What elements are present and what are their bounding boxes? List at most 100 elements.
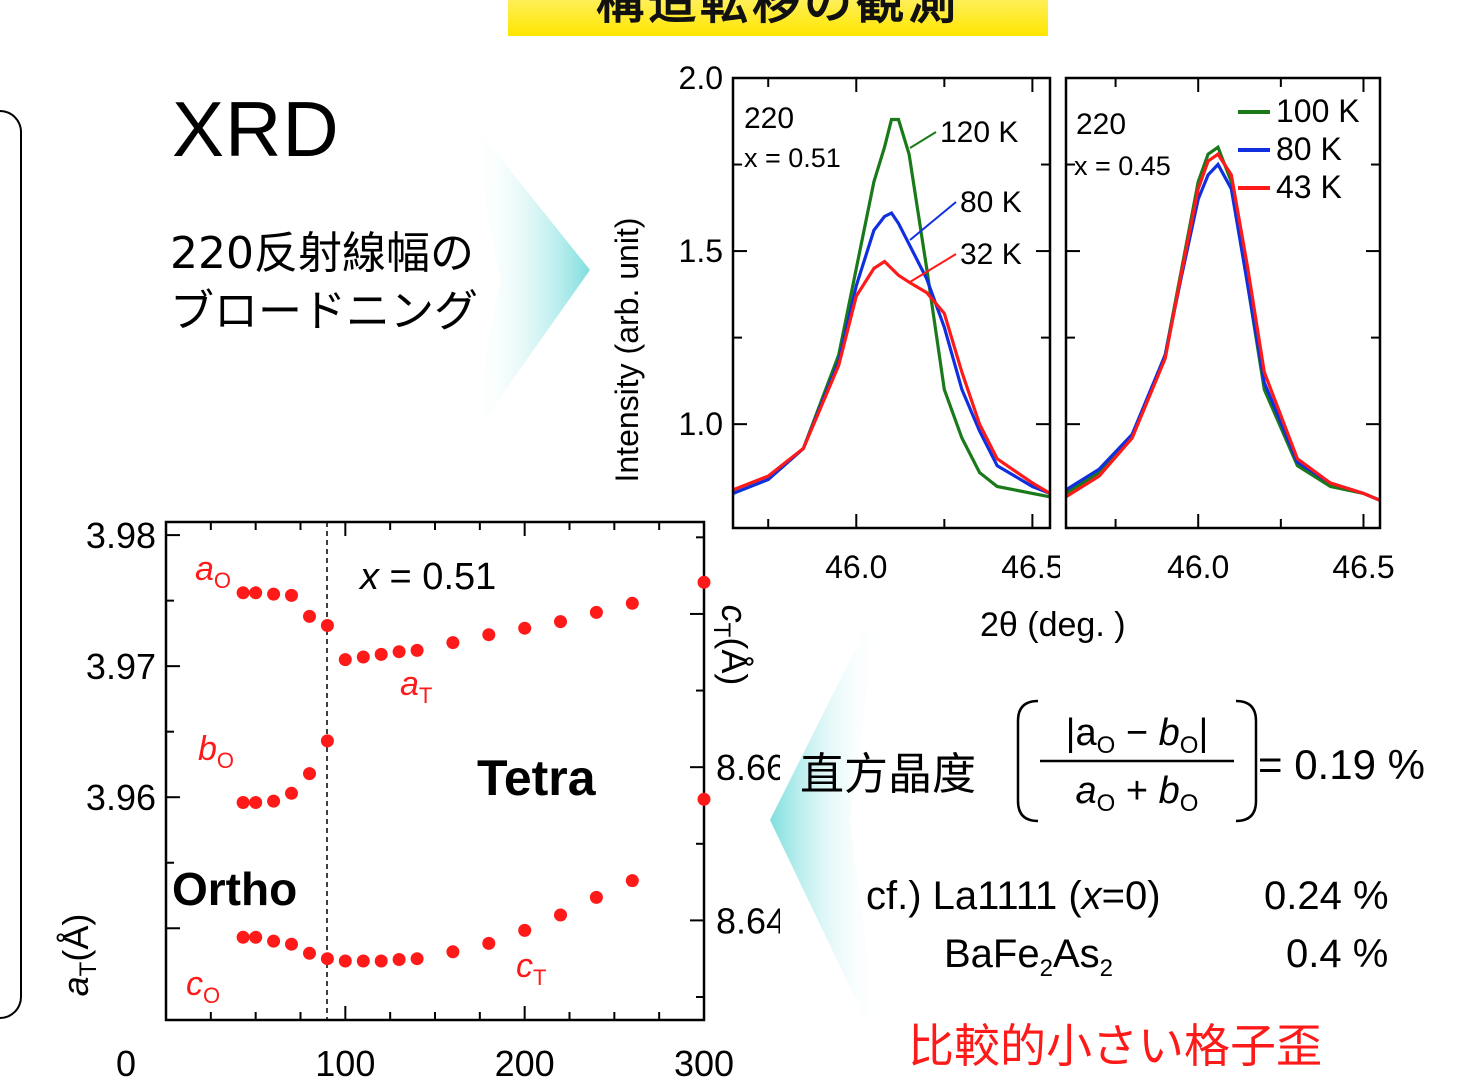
point-aT	[589, 605, 603, 619]
compare-row1-label: cf.) La1111 (x=0)	[866, 874, 1161, 918]
legend-100K: 100 K	[1276, 93, 1360, 129]
title-banner: 構造転移の観測	[508, 0, 1048, 36]
series-120K	[732, 117, 1051, 499]
lattice-xtick: 300	[674, 1043, 734, 1082]
lattice-ytick-left: 3.98	[86, 515, 156, 556]
xrd-panel-x051: 220 x = 0.51 46.0 46.5 1.0 1.5 2.0 Intensity…	[609, 60, 1060, 585]
point-aT	[446, 636, 460, 650]
legend-80K: 80 K	[1276, 131, 1342, 167]
left-arrow	[770, 600, 880, 1050]
label-aO: aO	[195, 550, 231, 593]
ytick-label: 2.0	[679, 60, 723, 96]
point-cT	[374, 954, 388, 968]
left-axis-label: aT(Å)	[55, 914, 102, 997]
lattice-title: x = 0.51	[358, 556, 496, 598]
point-aT	[356, 650, 370, 664]
point-cO	[320, 952, 334, 966]
point-cO	[267, 934, 281, 948]
xrd-panel-x045: 220 x = 0.45 46.0 46.5 100 K80 K43 K	[1064, 76, 1395, 585]
callout-80K: 80 K	[960, 186, 1022, 219]
point-aO	[267, 587, 281, 601]
point-aT	[697, 575, 711, 589]
point-cO	[236, 930, 250, 944]
technique-label: XRD	[172, 85, 340, 173]
point-cT	[338, 954, 352, 968]
xtick-label: 46.5	[1332, 549, 1394, 585]
banner-title: 構造転移の観測	[595, 0, 960, 30]
xrd2-xlabel: x = 0.45	[1074, 151, 1171, 181]
right-axis-label: cT(Å)	[708, 605, 755, 686]
ytick-label: 1.5	[679, 233, 723, 269]
lattice-xtick: 200	[495, 1043, 555, 1082]
point-cT	[518, 923, 532, 937]
point-bO	[320, 734, 334, 748]
point-aT	[625, 596, 639, 610]
formula-result: = 0.19 %	[1258, 741, 1425, 788]
xtick-label: 46.0	[825, 549, 887, 585]
point-bO	[249, 796, 263, 809]
xrd1-refl: 220	[744, 102, 794, 135]
point-cO	[249, 930, 263, 944]
note-line-1: 220反射線幅の	[170, 228, 474, 279]
tetra-label: Tetra	[477, 750, 597, 806]
point-cT	[410, 952, 424, 966]
xrd1-frame	[731, 76, 1052, 530]
point-cT	[392, 953, 406, 966]
point-aO	[249, 586, 263, 600]
lattice-xtick: 0	[116, 1043, 136, 1082]
point-bO	[267, 794, 281, 808]
ytick-label: 1.0	[679, 406, 723, 442]
lattice-ytick-right: 8.66	[716, 747, 780, 788]
point-cT	[697, 792, 711, 806]
series-80K	[1065, 161, 1381, 502]
point-aT	[410, 643, 424, 657]
point-aO	[303, 609, 316, 623]
point-cO	[303, 946, 316, 960]
callout-32K: 32 K	[960, 238, 1022, 271]
label-cT: cT	[516, 947, 546, 990]
denominator: aO + bO	[1076, 770, 1199, 817]
point-cT	[356, 954, 370, 968]
xrd-xlabel: 2θ (deg. )	[980, 606, 1126, 644]
ortho-label: Ortho	[172, 863, 297, 915]
point-aO	[285, 588, 298, 602]
point-bO	[303, 767, 316, 781]
xrd-ylabel: Intensity (arb. unit)	[609, 218, 645, 483]
point-aT	[374, 647, 388, 661]
point-aT	[338, 653, 352, 667]
label-bO: bO	[198, 730, 234, 773]
numerator: |aO − bO|	[1066, 712, 1209, 759]
label-cO: cO	[186, 965, 220, 1008]
point-cT	[554, 908, 567, 922]
point-aO	[236, 586, 250, 600]
point-cO	[285, 937, 298, 951]
series-32K	[732, 259, 1051, 495]
xrd2-refl: 220	[1076, 108, 1126, 141]
conclusion: 比較的小さい格子歪	[908, 1019, 1322, 1073]
legend-43K: 43 K	[1276, 169, 1342, 205]
lattice-ytick-left: 3.97	[86, 646, 156, 687]
point-aO	[320, 619, 334, 632]
xtick-label: 46.0	[1167, 549, 1229, 585]
series-labels: aO bO aT cO cT	[186, 550, 546, 1008]
point-bO	[236, 796, 250, 809]
point-cT	[625, 874, 639, 888]
point-cT	[482, 936, 496, 950]
note-line-2: ブロードニング	[170, 286, 478, 337]
label-aT: aT	[400, 665, 432, 708]
compare-row2-value: 0.4 %	[1286, 932, 1389, 976]
lattice-xtick: 100	[315, 1043, 375, 1082]
point-aT	[392, 645, 406, 659]
callout-120K: 120 K	[940, 116, 1018, 149]
xrd1-xlabel: x = 0.51	[744, 143, 841, 173]
series-43K	[1065, 151, 1381, 502]
xrd2-frame	[1064, 76, 1382, 530]
point-aT	[554, 615, 567, 629]
right-arrow	[470, 120, 590, 440]
compare-row2-label: BaFe2As2	[944, 932, 1114, 982]
point-cT	[446, 945, 460, 959]
point-aT	[482, 628, 496, 642]
point-cT	[589, 890, 603, 904]
